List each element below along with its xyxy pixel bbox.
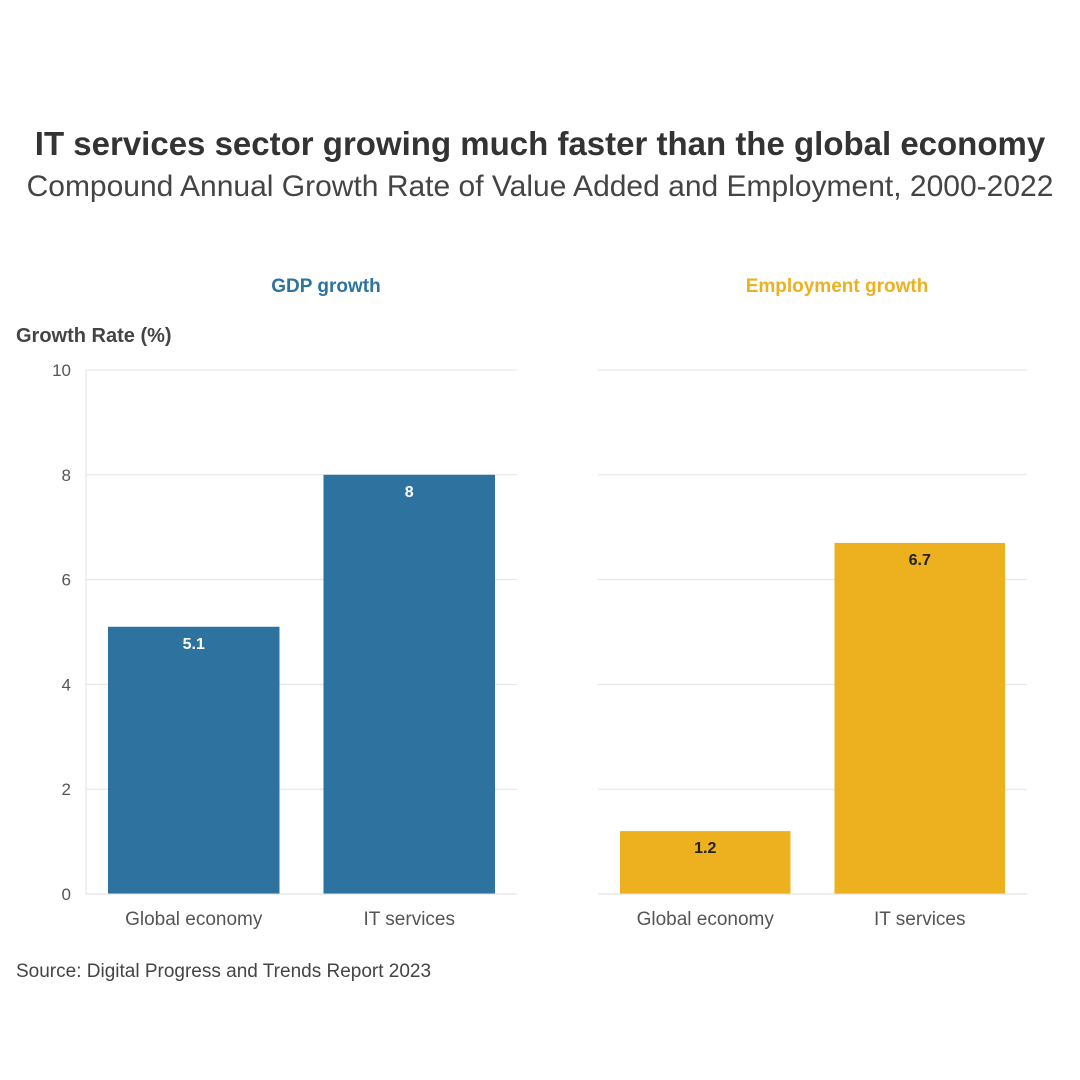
y-axis-label: Growth Rate (%) [16,325,172,347]
x-tick-label: IT services [363,909,455,930]
y-tick-label: 6 [62,571,71,590]
data-label: 8 [405,484,414,501]
x-tick-label: IT services [874,909,966,930]
x-tick-label: Global economy [125,909,263,930]
source-note: Source: Digital Progress and Trends Repo… [16,961,432,982]
bar [834,542,1005,894]
data-label: 5.1 [183,636,205,653]
bar [108,626,280,894]
data-label: 6.7 [909,552,931,569]
y-tick-label: 10 [52,361,71,380]
y-tick-label: 0 [62,885,71,904]
chart-title: IT services sector growing much faster t… [34,125,1046,162]
y-tick-label: 2 [62,780,71,799]
panel-title: GDP growth [271,276,380,297]
bar [620,831,791,894]
y-tick-label: 4 [62,675,71,694]
chart-subtitle: Compound Annual Growth Rate of Value Add… [26,170,1054,203]
data-label: 1.2 [694,840,716,857]
bar [323,474,495,894]
y-tick-label: 8 [62,466,71,485]
x-tick-label: Global economy [637,909,775,930]
panel-title: Employment growth [746,276,929,297]
